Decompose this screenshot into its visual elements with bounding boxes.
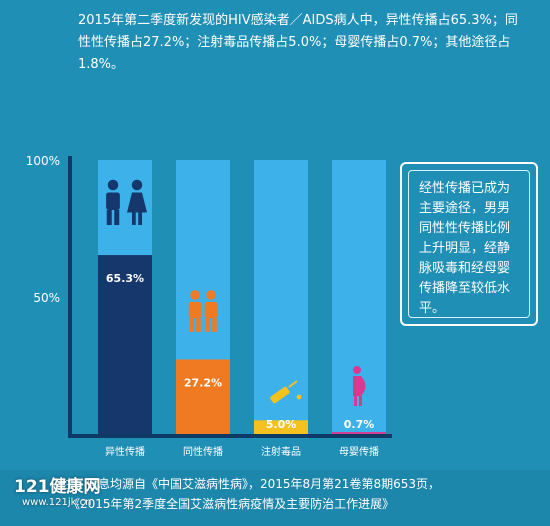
category-label-0: 异性传播 xyxy=(105,445,145,458)
data-label-3: 0.7% xyxy=(344,418,375,431)
source-line-1: 注：信息均源自《中国艾滋病性病》，2015年8月第21卷第8期653页， xyxy=(62,477,440,491)
data-label-2: 5.0% xyxy=(266,418,297,431)
y-tick-label-1: 50% xyxy=(33,291,60,305)
transmission-chart: 65.3%异性传播27.2%同性传播5.0%注射毒品0.7%母婴传播1.8%其他… xyxy=(26,154,392,458)
summary-text: 经性传播已成为主要途径，男男同性性传播比例上升明显，经静脉吸毒和经母婴传播降至较… xyxy=(408,170,530,318)
category-label-1: 同性传播 xyxy=(183,445,223,458)
watermark-url[interactable]: www.121jk.cn xyxy=(22,497,92,508)
pregnant-woman-leg-icon-2 xyxy=(359,396,362,406)
data-label-1: 27.2% xyxy=(184,376,222,389)
pregnant-woman-head-icon xyxy=(353,366,361,374)
category-label-3: 母婴传播 xyxy=(339,445,379,458)
bar-track-2 xyxy=(254,160,308,434)
y-tick-label-0: 100% xyxy=(26,154,60,168)
bar-3 xyxy=(332,432,386,434)
syringe-icon xyxy=(270,386,290,404)
syringe-needle-icon xyxy=(288,380,298,388)
drop-icon xyxy=(296,394,302,400)
category-label-2: 注射毒品 xyxy=(261,445,301,458)
bar-1 xyxy=(176,359,230,434)
source-line-2: 《2015年第2季度全国艾滋病性病疫情及主要防治工作进展》 xyxy=(68,497,395,511)
summary-callout: 经性传播已成为主要途径，男男同性性传播比例上升明显，经静脉吸毒和经母婴传播降至较… xyxy=(400,162,538,326)
source-footer xyxy=(0,470,550,526)
bar-0 xyxy=(98,255,152,434)
pregnant-woman-icon xyxy=(353,376,366,396)
watermark-logo[interactable]: 121健康网 xyxy=(14,477,101,497)
intro-text: 2015年第二季度新发现的HIV感染者／AIDS病人中，异性传播占65.3%；同… xyxy=(78,13,518,72)
source-note: 注：信息均源自《中国艾滋病性病》，2015年8月第21卷第8期653页， 《20… xyxy=(62,474,532,514)
data-label-0: 65.3% xyxy=(106,272,144,285)
pregnant-woman-leg-icon-1 xyxy=(354,396,357,406)
bar-2 xyxy=(254,420,308,434)
